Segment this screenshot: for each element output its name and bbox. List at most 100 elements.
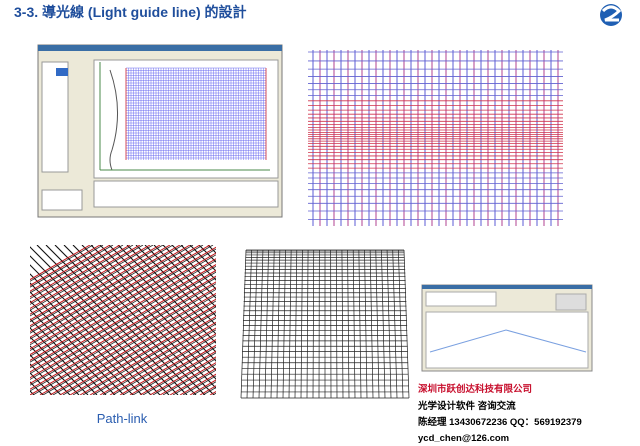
pattern-line <box>30 245 114 294</box>
pattern-line <box>288 249 292 399</box>
logo <box>600 4 622 26</box>
pattern-line <box>30 245 174 328</box>
pattern-line <box>352 249 356 399</box>
pattern-line <box>341 249 344 399</box>
pattern-line <box>89 321 216 395</box>
pattern-line <box>30 245 151 315</box>
pattern-line <box>30 245 214 352</box>
pattern-line <box>72 245 216 389</box>
pattern-line <box>30 245 134 305</box>
pattern-line <box>59 304 216 395</box>
pattern-line <box>30 245 111 292</box>
phone: 陈经理 13430672236 QQ：569192379 <box>418 416 582 428</box>
pattern-line <box>375 249 380 399</box>
pattern-line <box>30 283 216 392</box>
pattern-line <box>30 246 216 356</box>
pattern-line <box>99 327 216 395</box>
pattern-line <box>364 249 368 399</box>
pattern-line <box>276 249 281 399</box>
pattern-line <box>49 298 216 395</box>
pattern-line <box>289 245 439 395</box>
pattern-line <box>392 249 398 399</box>
pattern-line <box>240 249 247 399</box>
email: ycd_chen@126.com <box>418 433 509 444</box>
pattern-line <box>108 245 216 353</box>
pattern-line <box>30 327 98 395</box>
pattern-line <box>30 245 91 281</box>
pattern-line <box>30 245 191 338</box>
pattern-line <box>30 245 171 327</box>
pattern-line <box>30 269 216 379</box>
pattern-line <box>335 249 338 399</box>
pattern-line <box>30 277 216 386</box>
pattern-line <box>207 245 216 254</box>
pattern-line <box>264 249 269 399</box>
pattern-line <box>189 379 216 395</box>
pattern-line <box>30 245 101 286</box>
pattern-line <box>312 249 315 399</box>
pattern-line <box>300 249 303 399</box>
pattern-line <box>139 350 216 395</box>
pattern-line <box>30 258 216 367</box>
pattern-line <box>126 245 216 335</box>
pattern-line <box>347 249 350 399</box>
pattern-line <box>52 300 216 395</box>
pattern-line <box>30 275 216 385</box>
pattern-line <box>62 306 216 395</box>
crosshatch-grid <box>0 245 439 395</box>
services: 光学设计软件 咨询交流 <box>417 400 516 412</box>
pattern-line <box>30 245 104 288</box>
pattern-line <box>30 245 164 323</box>
app-window <box>37 44 283 218</box>
pattern-line <box>30 291 134 395</box>
pattern-line <box>0 245 16 395</box>
pattern-line <box>294 249 298 399</box>
pattern-line <box>30 245 124 300</box>
pattern-line <box>152 358 216 395</box>
pattern-line <box>189 245 216 272</box>
pattern-line <box>306 249 309 399</box>
pattern-line <box>403 249 410 399</box>
pattern-line <box>252 249 258 399</box>
pattern-line <box>381 249 386 399</box>
pattern-line <box>30 245 181 333</box>
pattern-line <box>149 356 216 395</box>
pattern-line <box>369 249 374 399</box>
pattern-line <box>30 245 211 350</box>
pattern-line <box>30 254 216 363</box>
pattern-line <box>0 245 25 395</box>
pattern-line <box>253 245 403 395</box>
pattern-line <box>82 317 216 395</box>
pattern-line <box>30 265 216 375</box>
pattern-line <box>159 362 216 395</box>
pattern-line <box>30 245 144 311</box>
pattern-line <box>122 340 216 395</box>
pattern-line <box>30 281 216 390</box>
pattern-line <box>30 260 216 369</box>
pattern-line <box>30 287 216 395</box>
red-blue-grid <box>308 50 563 226</box>
pattern-line <box>235 245 385 395</box>
dense-grid <box>125 67 267 160</box>
pattern-line <box>199 385 216 395</box>
pattern-line <box>30 248 216 357</box>
pattern-line <box>271 245 421 395</box>
pattern-line <box>30 245 194 340</box>
pattern-line <box>30 245 161 321</box>
pattern-line <box>30 245 204 346</box>
pattern-line <box>162 363 216 395</box>
pattern-line <box>30 245 184 334</box>
pattern-line <box>99 245 216 362</box>
pattern-line <box>258 249 264 399</box>
pattern-line <box>386 249 392 399</box>
perspective-grid <box>240 249 410 399</box>
pattern-line <box>217 245 367 395</box>
pattern-line <box>169 367 216 395</box>
pattern-line <box>30 245 201 344</box>
caption: Path-link <box>97 411 148 426</box>
pattern-line <box>36 245 188 395</box>
pattern-line <box>30 245 154 317</box>
pattern-line <box>358 249 362 399</box>
pattern-line <box>30 264 161 395</box>
